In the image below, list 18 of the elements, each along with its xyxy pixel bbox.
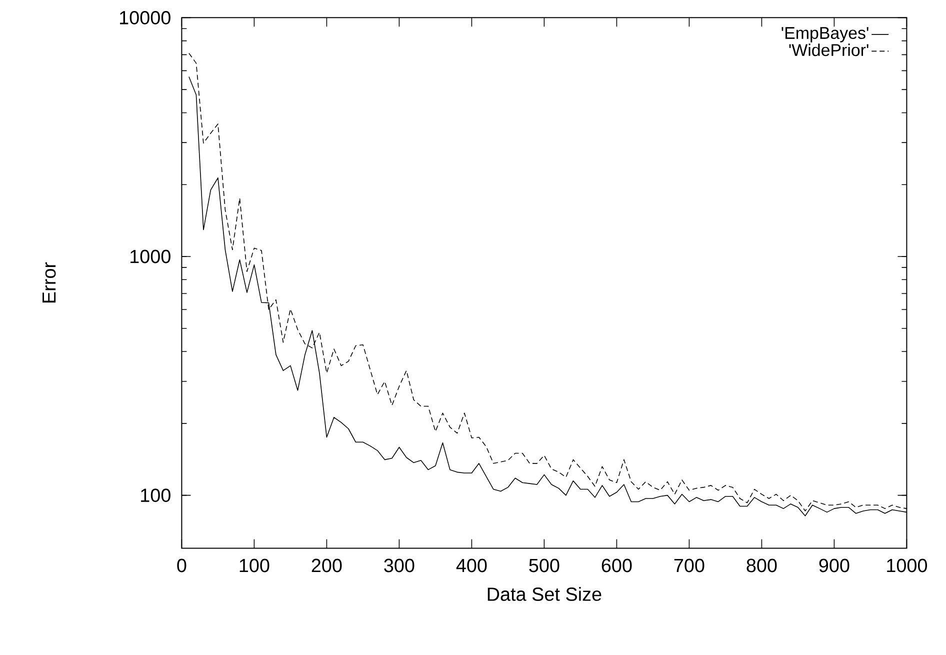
x-axis-title: Data Set Size	[488, 587, 602, 601]
x-tick-label: 400	[456, 558, 487, 572]
legend-label: 'WidePrior'	[789, 44, 868, 56]
legend-label: 'EmpBayes'	[782, 27, 868, 42]
x-tick-label: 900	[819, 558, 850, 572]
y-tick-label: 10000	[120, 10, 170, 24]
x-tick-label: 700	[674, 558, 704, 572]
x-tick-label: 0	[177, 558, 186, 572]
y-axis-title: Error	[42, 262, 56, 302]
x-tick-label: 800	[746, 558, 777, 572]
x-tick-label: 1000	[887, 558, 928, 572]
y-tick-label: 1000	[130, 250, 170, 264]
x-tick-label: 500	[529, 558, 560, 572]
x-tick-label: 300	[384, 558, 414, 572]
x-tick-label: 600	[602, 558, 632, 572]
x-tick-label: 200	[312, 558, 342, 572]
x-tick-label: 100	[240, 558, 270, 572]
y-tick-label: 100	[141, 488, 170, 502]
